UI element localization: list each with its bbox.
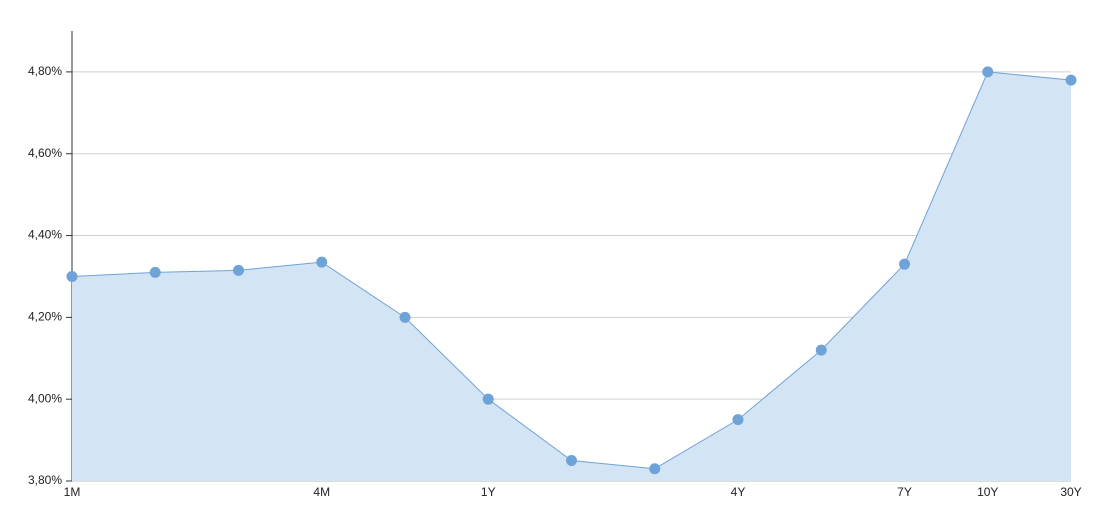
x-tick-label: 30Y [1060, 485, 1081, 499]
point [399, 311, 411, 323]
point [149, 266, 161, 278]
point [316, 256, 328, 268]
point [482, 393, 494, 405]
y-tick-label: 4,60% [28, 146, 62, 160]
y-tick-label: 4,80% [28, 64, 62, 78]
point [1065, 74, 1077, 86]
point [815, 344, 827, 356]
point [566, 455, 577, 467]
point [899, 258, 910, 270]
x-tick-label: 4Y [731, 485, 746, 499]
x-tick-label: 1M [64, 485, 81, 499]
x-tick-label: 7Y [897, 485, 912, 499]
point [649, 463, 661, 475]
y-tick-label: 3,80% [28, 473, 62, 487]
x-tick-label: 10Y [977, 485, 998, 499]
y-tick-label: 4,40% [28, 228, 62, 242]
x-tick-label: 4M [313, 485, 330, 499]
point [982, 66, 994, 78]
y-tick-label: 4,20% [28, 310, 62, 324]
point [732, 414, 744, 426]
area [72, 71, 1071, 481]
point [233, 264, 244, 276]
point [66, 270, 78, 282]
y-tick-label: 4,00% [28, 391, 62, 405]
x-tick-label: 1Y [481, 485, 496, 499]
